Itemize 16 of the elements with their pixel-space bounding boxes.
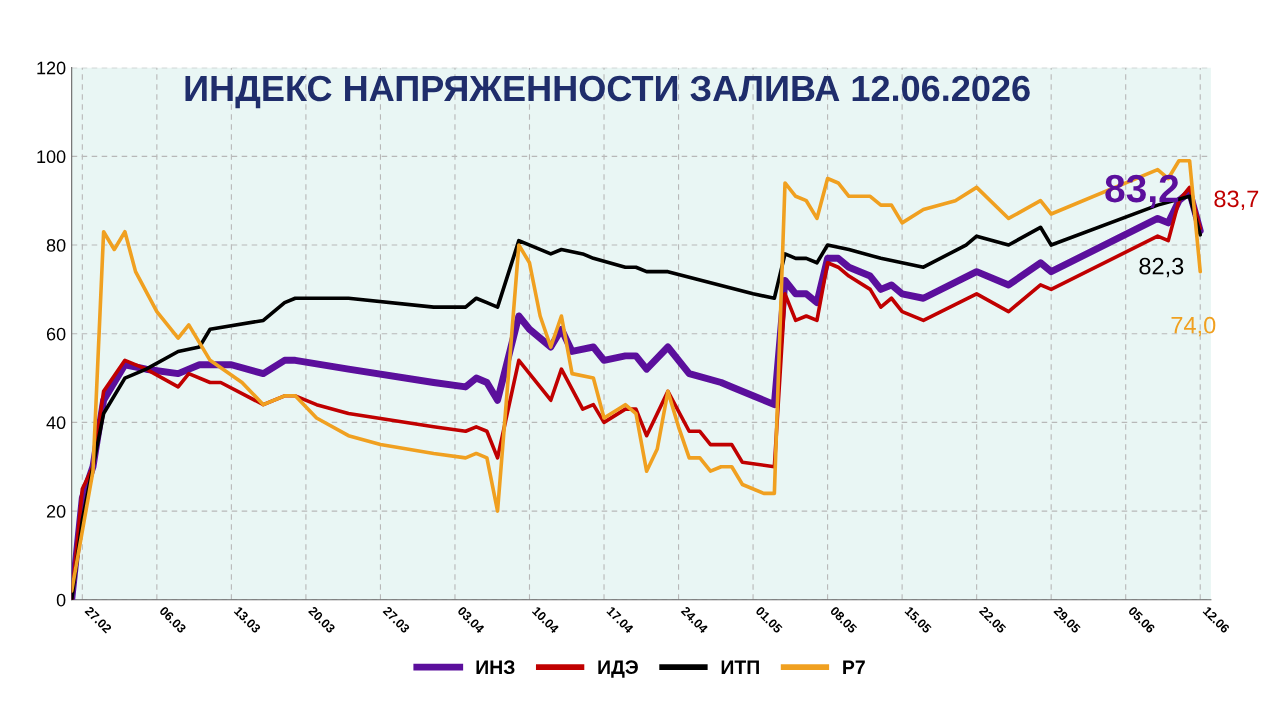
data-label: 83,7: [1214, 190, 1259, 210]
data-label: 82,3: [1139, 257, 1184, 278]
legend-label: ИНЗ: [476, 660, 515, 675]
data-label: 74,0: [1171, 316, 1216, 337]
chart-title: ИНДЕКС НАПРЯЖЕННОСТИ ЗАЛИВА 12.06.2026: [185, 75, 1030, 109]
y-tick-label: 120: [37, 61, 66, 75]
y-tick-label: 60: [46, 327, 66, 341]
y-tick-label: 20: [46, 505, 66, 518]
legend-label: ИДЭ: [598, 660, 638, 678]
legend-label: ИТП: [721, 660, 759, 674]
data-label: 83,2: [1105, 174, 1179, 209]
legend-label: Р7: [843, 660, 865, 674]
y-tick-label: 80: [46, 238, 66, 252]
y-tick-label: 40: [46, 416, 66, 430]
y-tick-label: 0: [56, 593, 66, 607]
y-tick-label: 100: [37, 150, 66, 164]
